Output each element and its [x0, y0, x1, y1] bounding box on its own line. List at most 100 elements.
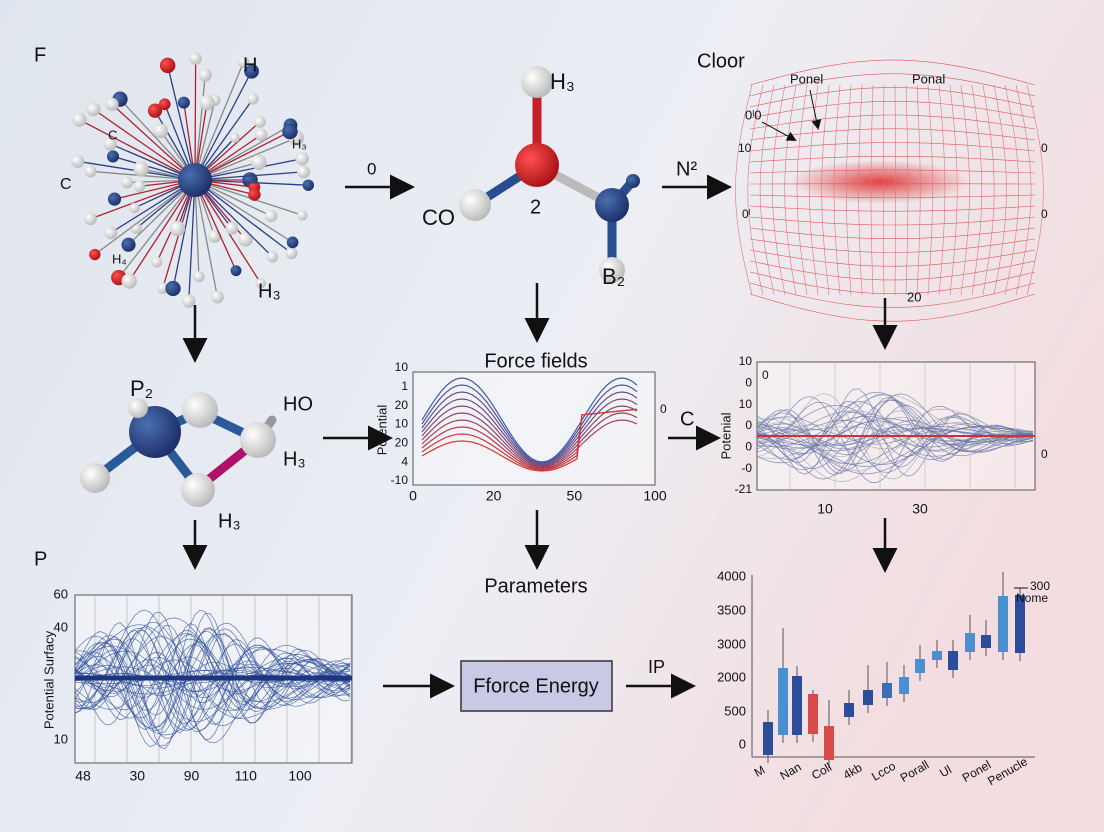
tick-label: 50 [567, 488, 583, 504]
curve [756, 393, 1034, 470]
tick-label: 0 [1041, 141, 1048, 155]
mesh-line [845, 84, 852, 296]
bond [93, 108, 196, 181]
atom [169, 220, 186, 237]
tick-label: 3500 [717, 602, 746, 617]
bond [128, 179, 196, 282]
atom [104, 226, 118, 240]
tick-label: 0 [1041, 447, 1048, 461]
candle [844, 703, 854, 717]
atom [153, 123, 169, 139]
atom [182, 392, 218, 428]
atom [238, 232, 253, 247]
atom [128, 398, 148, 418]
atom [105, 97, 119, 111]
atom [208, 229, 222, 243]
bond [94, 179, 196, 256]
curve [756, 400, 1034, 468]
atom [599, 257, 625, 283]
atom [86, 102, 101, 117]
bond [194, 179, 309, 186]
atom [255, 128, 268, 141]
bond [118, 179, 196, 278]
mesh-line [949, 84, 958, 296]
mesh-line [833, 84, 841, 296]
atom [255, 278, 266, 289]
tick-label: 3000 [717, 636, 746, 651]
axis-label: Potential Surfacy [41, 630, 56, 729]
mesh-line [858, 84, 863, 296]
atom-label: C [108, 127, 117, 142]
atom [297, 210, 308, 221]
mesh-line [960, 84, 970, 296]
mesh-line [749, 87, 1036, 108]
mesh-line [735, 84, 753, 296]
atom [181, 473, 215, 507]
mesh-line [749, 293, 1036, 322]
curve [74, 624, 351, 726]
tick-label: -21 [735, 482, 753, 496]
atom [225, 221, 239, 235]
candle [778, 668, 788, 735]
tick-label: 10 [395, 417, 409, 431]
atom [250, 154, 267, 171]
curve [74, 624, 351, 719]
mesh-line [971, 84, 983, 296]
atom [266, 251, 279, 263]
atom [159, 57, 176, 74]
arrow-label: C [680, 408, 694, 430]
atom [244, 63, 259, 79]
bond [119, 98, 196, 181]
curve [74, 630, 351, 719]
bond [194, 179, 219, 298]
candle [932, 651, 942, 660]
bond [111, 103, 196, 181]
tick-label: 20 [395, 398, 409, 412]
mesh-line [905, 84, 909, 296]
tick-label: 4000 [717, 568, 746, 583]
panel-title: Force fields [484, 350, 587, 372]
atom [515, 143, 559, 187]
mesh-line [749, 282, 1036, 308]
decorations [71, 52, 1044, 768]
tick-label: 10 [817, 501, 833, 517]
bond [194, 179, 273, 258]
atom [121, 237, 136, 252]
atom [285, 247, 298, 260]
tick-label: 100 [288, 768, 312, 784]
atom-label: H₃ [292, 136, 307, 151]
curve [756, 410, 1034, 447]
atom [302, 179, 315, 191]
tick-label: 40 [54, 619, 68, 634]
atom [264, 209, 278, 223]
atom [295, 152, 309, 166]
curve [74, 627, 351, 732]
atom [89, 248, 101, 261]
curve [74, 633, 351, 710]
atom [72, 112, 87, 127]
candle [792, 676, 802, 735]
curve [421, 391, 638, 465]
tick-label: 2000 [717, 669, 746, 684]
curve [74, 611, 351, 740]
atom [626, 174, 640, 188]
mesh-line [821, 84, 830, 296]
mesh-line [749, 59, 1036, 86]
atom [133, 161, 149, 177]
corner-label: P [34, 548, 47, 570]
bond [79, 119, 196, 181]
callout-line [809, 89, 822, 130]
hotspot [790, 160, 970, 204]
tick-label: 60 [54, 586, 68, 601]
candle [948, 651, 958, 670]
tick-label: 0 [745, 376, 752, 390]
mesh-line [784, 84, 797, 296]
mesh-line [749, 227, 1036, 239]
tick-label: 1 [401, 379, 408, 393]
atom [286, 236, 299, 249]
atom-label: CO [422, 205, 455, 230]
curve [421, 398, 638, 466]
atom [296, 165, 311, 179]
curve [756, 422, 1034, 465]
tick-label: 20 [907, 289, 921, 304]
